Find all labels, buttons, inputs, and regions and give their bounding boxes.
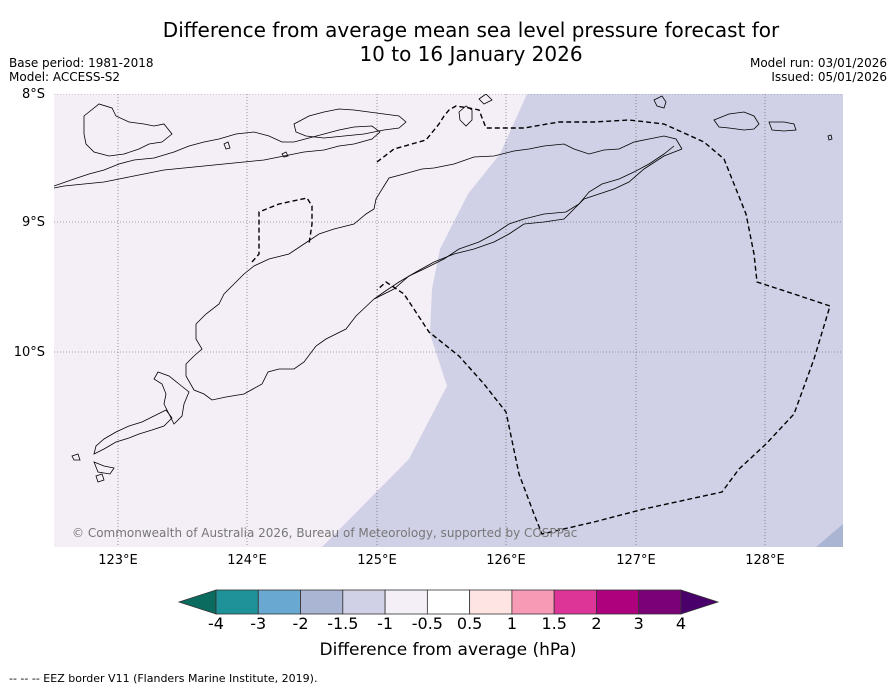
island-tiny-2 bbox=[281, 151, 289, 158]
island-cluster-nw bbox=[83, 103, 173, 157]
colorbar-tick-11: 4 bbox=[675, 614, 687, 633]
lon-label-127e: 127°E bbox=[616, 553, 656, 568]
title-line-2: 10 to 16 January 2026 bbox=[359, 42, 583, 66]
lat-label-9s: 9°S bbox=[21, 215, 45, 230]
colorbar-tick-3: -1.5 bbox=[327, 614, 359, 633]
colorbar-swatch-4 bbox=[384, 589, 428, 615]
lon-label-128e: 128°E bbox=[745, 553, 785, 568]
map-title: Difference from average mean sea level p… bbox=[0, 18, 896, 66]
colorbar-tick-4: -1 bbox=[377, 614, 394, 633]
colorbar-tick-10: 3 bbox=[633, 614, 644, 633]
island-tiny-1 bbox=[223, 141, 231, 150]
colorbar-tick-9: 2 bbox=[591, 614, 602, 633]
eez-border-west bbox=[251, 197, 313, 263]
colorbar-swatch-6 bbox=[469, 589, 513, 615]
island-ne-3 bbox=[653, 95, 667, 109]
colorbar-swatch-0 bbox=[215, 589, 259, 615]
island-sw-4 bbox=[71, 453, 81, 461]
sea-region-fill bbox=[322, 94, 843, 547]
island-ne-1 bbox=[713, 111, 760, 131]
colorbar-swatch-5 bbox=[426, 589, 471, 615]
island-ne-2 bbox=[768, 121, 797, 132]
inner-coast-line bbox=[373, 145, 675, 300]
model-name: Model: ACCESS-S2 bbox=[9, 70, 121, 84]
island-sw-1 bbox=[153, 371, 190, 425]
colorbar-label: Difference from average (hPa) bbox=[319, 640, 577, 660]
colorbar-extend-high bbox=[680, 589, 720, 615]
colorbar-swatch-7 bbox=[511, 589, 555, 615]
eez-border-timor bbox=[376, 105, 831, 535]
lon-label-125e: 125°E bbox=[357, 553, 397, 568]
island-atauro bbox=[458, 105, 473, 127]
meta-right: Model run: 03/01/2026 Issued: 05/01/2026 bbox=[750, 56, 887, 84]
model-run: Model run: 03/01/2026 bbox=[749, 56, 887, 70]
island-tiny-3 bbox=[827, 134, 833, 141]
lon-label-124e: 124°E bbox=[227, 553, 267, 568]
colorbar bbox=[177, 589, 720, 615]
title-line-1: Difference from average mean sea level p… bbox=[162, 18, 780, 42]
lat-label-10s: 10°S bbox=[13, 345, 45, 360]
colorbar-tick-2: -2 bbox=[292, 614, 309, 633]
colorbar-swatch-1 bbox=[257, 589, 301, 615]
island-sw-2 bbox=[93, 409, 173, 455]
colorbar-swatch-10 bbox=[638, 589, 682, 615]
lon-label-126e: 126°E bbox=[486, 553, 526, 568]
colorbar-tick-1: -3 bbox=[250, 614, 267, 633]
island-small-n bbox=[478, 94, 493, 105]
colorbar-swatch-8 bbox=[553, 589, 597, 615]
colorbar-tick-5: -0.5 bbox=[411, 614, 443, 633]
map-panel bbox=[54, 94, 843, 547]
issued-date: Issued: 05/01/2026 bbox=[771, 70, 887, 84]
grid-lines bbox=[54, 94, 843, 547]
meta-left: Base period: 1981-2018 Model: ACCESS-S2 bbox=[9, 56, 154, 84]
colorbar-extend-low bbox=[177, 589, 217, 615]
colorbar-swatch-9 bbox=[596, 589, 640, 615]
wetar-coastline bbox=[54, 125, 381, 189]
eez-footnote: -- -- -- EEZ border V11 (Flanders Marine… bbox=[9, 672, 318, 685]
colorbar-tick-0: -4 bbox=[208, 614, 224, 633]
eez-borders bbox=[251, 105, 831, 535]
colorbar-tick-8: 1.5 bbox=[541, 614, 567, 633]
coastlines bbox=[54, 94, 833, 483]
lat-label-8s: 8°S bbox=[21, 87, 45, 102]
base-period: Base period: 1981-2018 bbox=[9, 56, 154, 70]
copyright-notice: © Commonwealth of Australia 2026, Bureau… bbox=[72, 526, 578, 540]
island-sw-3 bbox=[93, 461, 115, 475]
colorbar-swatch-3 bbox=[342, 589, 386, 615]
colorbar-swatch-2 bbox=[300, 589, 344, 615]
colorbar-tick-6: 0.5 bbox=[456, 614, 483, 633]
island-north-central bbox=[293, 108, 407, 139]
island-sw-5 bbox=[95, 473, 105, 483]
timor-coastline bbox=[185, 135, 683, 401]
lon-label-123e: 123°E bbox=[98, 553, 138, 568]
corner-region-fill bbox=[816, 524, 843, 547]
colorbar-tick-7: 1 bbox=[506, 614, 517, 633]
